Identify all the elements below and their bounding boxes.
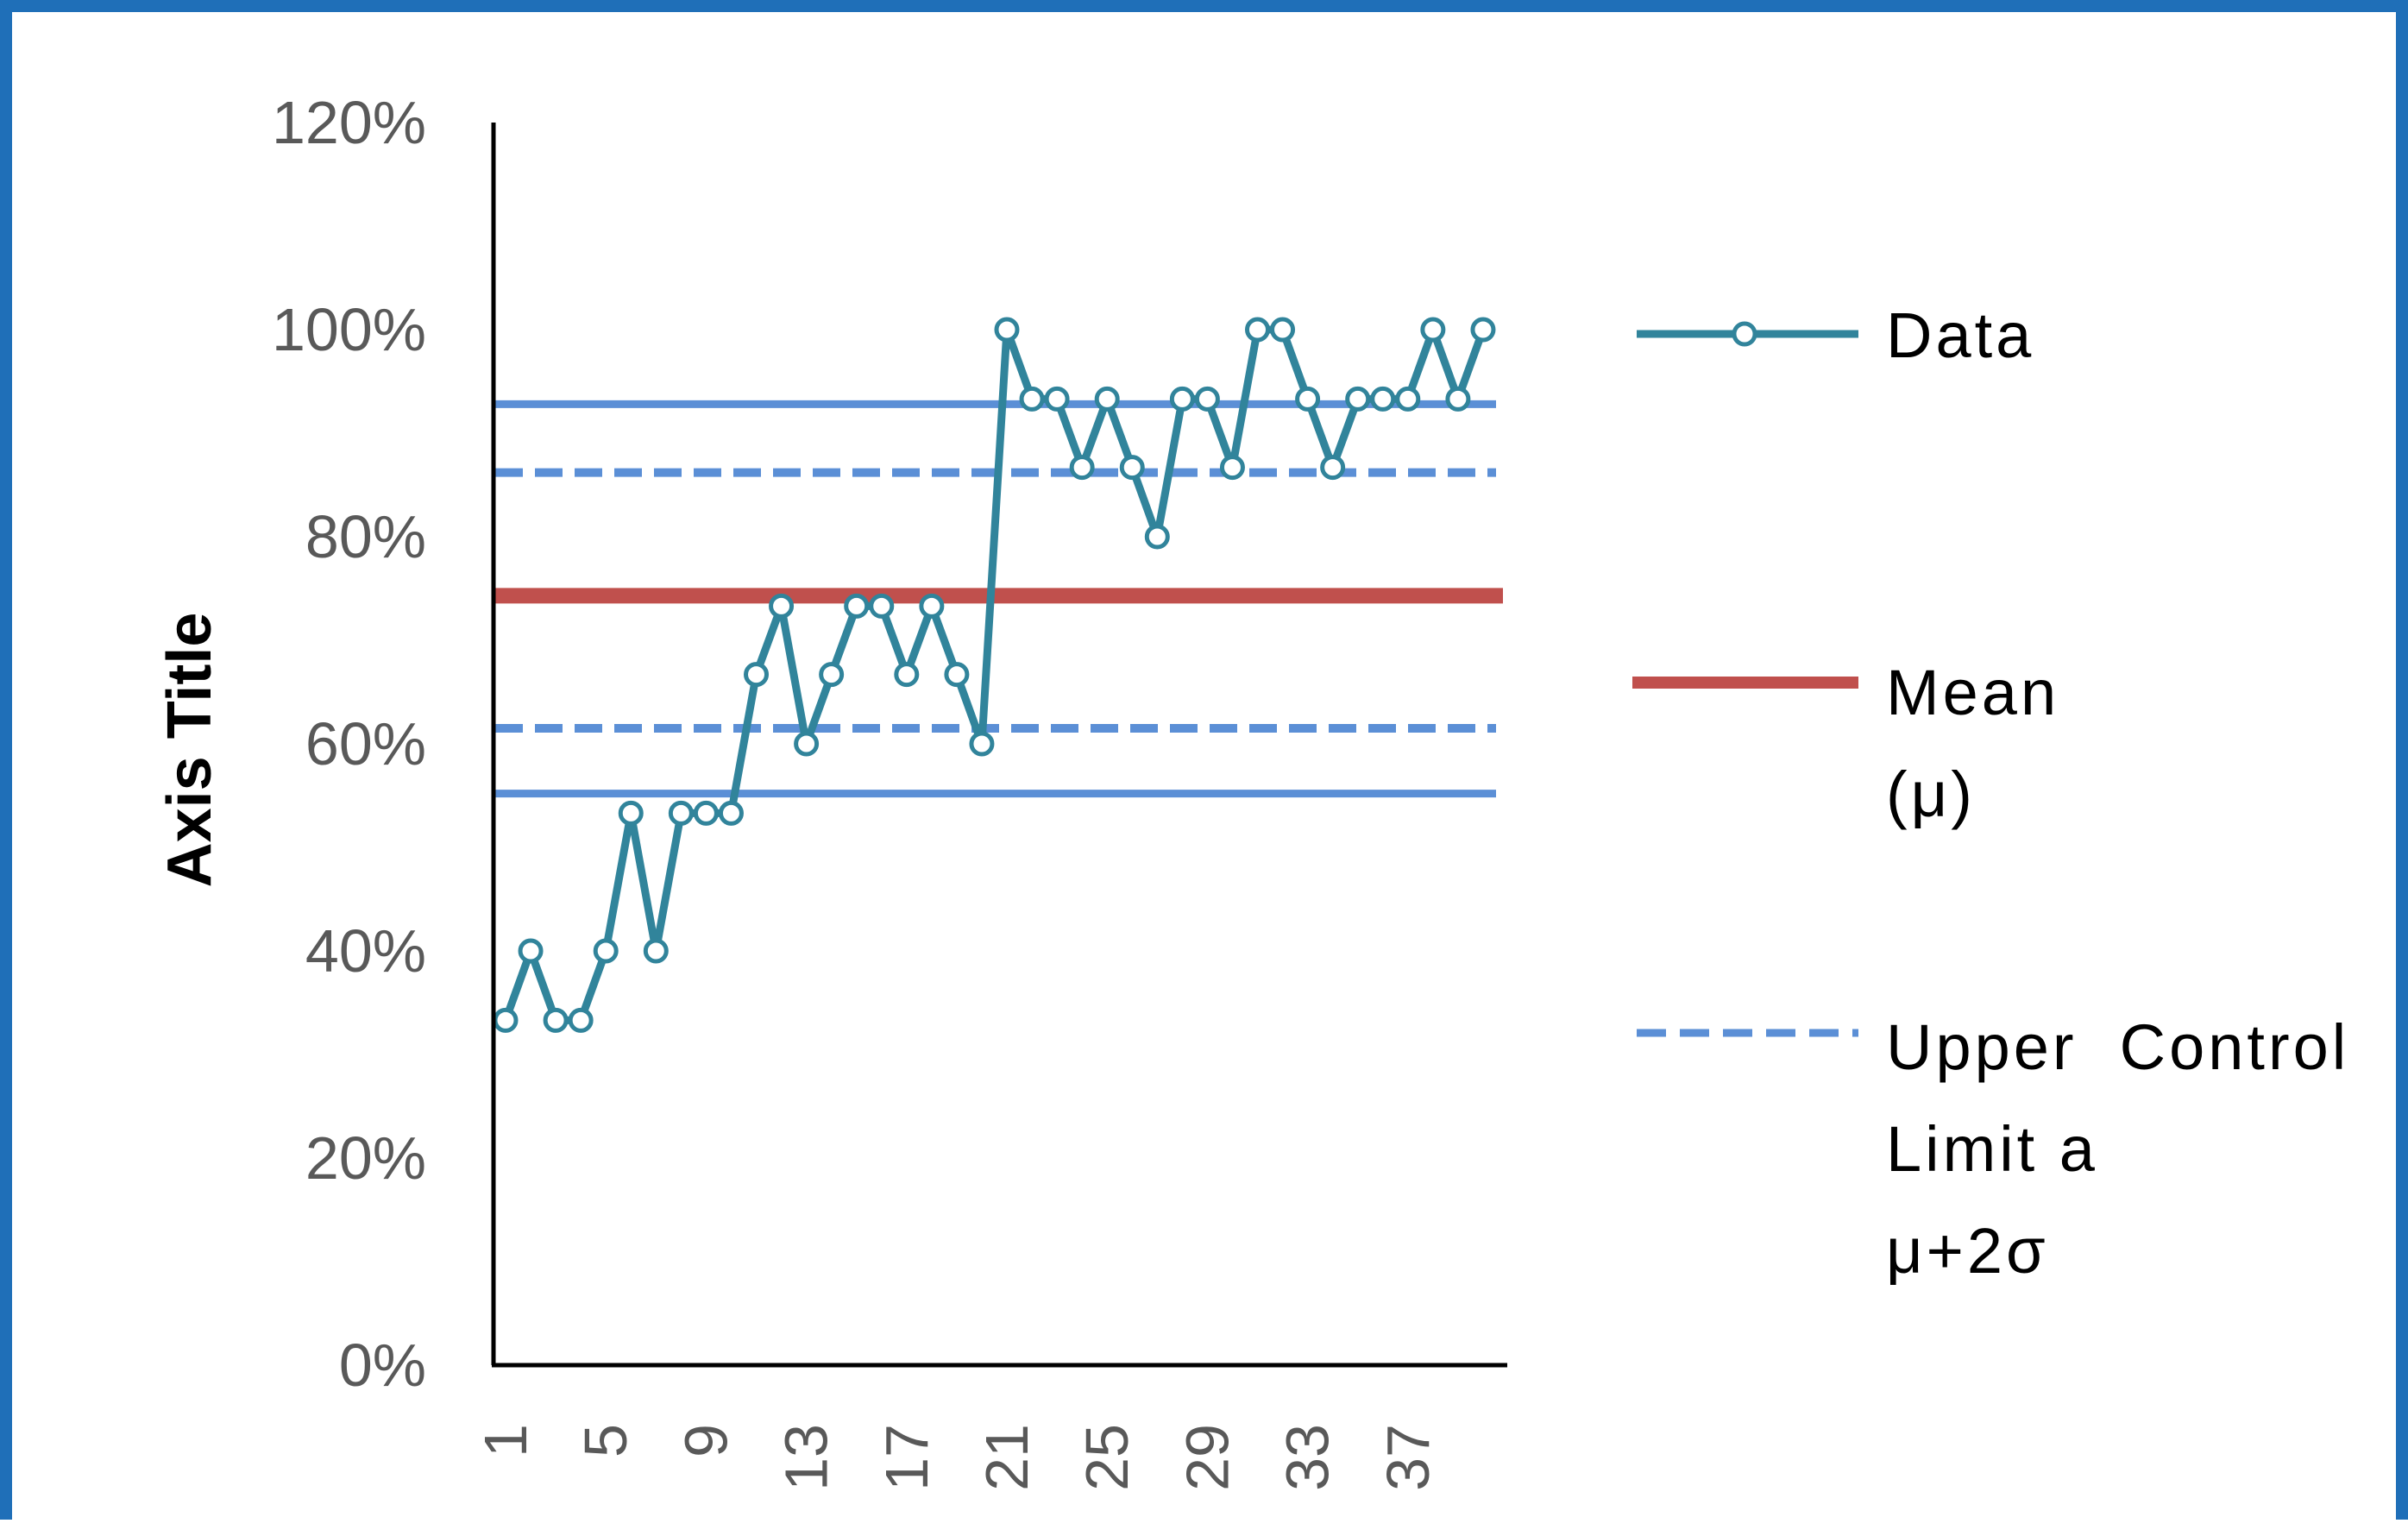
legend-label-ucl-3: μ+2σ [1886,1215,2049,1287]
x-tick-label: 5 [572,1424,639,1457]
data-point [1169,386,1195,412]
y-tick-label: 60% [305,710,426,777]
data-series-line [501,325,1487,1024]
y-tick-label: 120% [272,89,426,156]
data-point [1270,317,1296,343]
data-point [1069,455,1095,481]
data-point [944,662,970,688]
data-point [518,938,544,964]
data-point [643,938,669,964]
y-tick-label: 0% [339,1331,426,1399]
data-point [744,662,769,688]
y-tick-label: 80% [305,503,426,570]
y-tick-labels: 0% 20% 40% 60% 80% 100% 120% [272,89,426,1399]
data-point [1219,455,1245,481]
legend-label-mean: Mean [1886,657,2059,728]
data-point [668,800,694,826]
control-chart: 0% 20% 40% 60% 80% 100% 120% 1 5 9 13 17 21 25 29 33 37… [155,89,2349,1491]
x-tick-label: 29 [1173,1424,1241,1491]
legend-item-data: Data [1637,299,2034,371]
y-tick-label: 40% [305,917,426,985]
data-point [794,731,820,757]
data-point [493,1007,519,1033]
data-point [994,317,1020,343]
data-point [1044,386,1070,412]
data-point [1445,386,1471,412]
data-series [493,317,1496,1033]
legend-item-ucl: Upper Control Limit a μ+2σ [1637,1011,2349,1287]
data-point [919,593,945,619]
data-point [969,731,995,757]
data-point [693,800,719,826]
legend-marker-circle-icon [1732,321,1757,347]
data-point [1470,317,1496,343]
data-point [1119,455,1145,481]
data-point [618,800,644,826]
data-point [844,593,870,619]
data-point [593,938,619,964]
data-point [1144,524,1170,550]
data-point [869,593,895,619]
legend-label-ucl-2: Limit a [1886,1113,2098,1185]
legend: Data Mean (μ) Upper Control Limit a μ+2σ [1632,299,2349,1287]
x-tick-label: 1 [472,1424,539,1457]
data-point [1320,455,1346,481]
x-tick-label: 25 [1073,1424,1141,1491]
legend-label-ucl-1: Upper Control [1886,1011,2349,1083]
legend-item-mean: Mean (μ) [1632,657,2059,830]
data-point [1019,386,1045,412]
data-point [1094,386,1120,412]
x-tick-label: 33 [1274,1424,1342,1491]
data-point [1370,386,1396,412]
reference-lines [495,400,1503,798]
data-point [718,800,744,826]
x-tick-label: 37 [1374,1424,1442,1491]
data-point [1245,317,1270,343]
legend-label-mean-symbol: (μ) [1886,759,1976,830]
data-point [1420,317,1446,343]
legend-label-data: Data [1886,299,2034,371]
y-axis-title: Axis Title [155,613,224,888]
x-tick-labels: 1 5 9 13 17 21 25 29 33 37 [472,1424,1442,1491]
x-tick-label: 9 [672,1424,739,1457]
y-tick-label: 100% [272,296,426,363]
x-tick-label: 21 [973,1424,1041,1491]
y-tick-label: 20% [305,1124,426,1192]
data-point [894,662,920,688]
data-point [1345,386,1371,412]
x-tick-label: 13 [773,1424,840,1491]
data-point [819,662,845,688]
x-tick-label: 17 [873,1424,940,1491]
data-point [1295,386,1321,412]
data-point [543,1007,569,1033]
data-point [1194,386,1220,412]
data-point [1395,386,1421,412]
data-point [568,1007,594,1033]
data-point [769,593,795,619]
